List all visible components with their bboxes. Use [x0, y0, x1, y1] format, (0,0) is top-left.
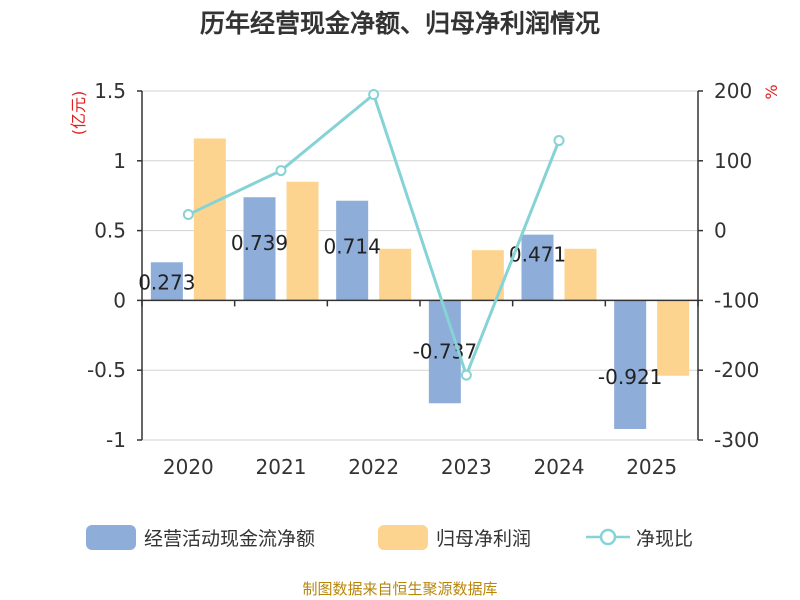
- x-tick-label: 2024: [534, 455, 585, 479]
- y-right-tick-label: -300: [714, 428, 759, 452]
- bar-data-label: -0.921: [598, 365, 662, 389]
- legend-item-cash-ratio[interactable]: 净现比: [586, 522, 693, 552]
- chart-legend: 经营活动现金流净额 归母净利润 净现比: [0, 522, 800, 552]
- y-right-unit: %: [762, 84, 781, 99]
- x-tick-label: 2025: [626, 455, 677, 479]
- line-point-cash-ratio: [460, 369, 472, 381]
- x-tick-label: 2020: [163, 455, 214, 479]
- bar-operating-cash-flow: [243, 197, 276, 301]
- line-point-cash-ratio: [553, 135, 565, 147]
- legend-swatch-net-profit: [378, 524, 428, 550]
- legend-item-net-profit[interactable]: 归母净利润: [378, 522, 531, 552]
- x-tick-label: 2021: [256, 455, 307, 479]
- legend-label-net-profit: 归母净利润: [436, 527, 532, 550]
- y-left-tick-label: 1: [113, 149, 126, 173]
- bar-operating-cash-flow: [150, 262, 183, 301]
- y-left-tick-label: 0.5: [94, 219, 126, 243]
- y-right-tick-label: -200: [714, 358, 759, 382]
- legend-line-marker-icon: [586, 528, 630, 546]
- bar-net-profit: [193, 138, 226, 301]
- bar-net-profit: [564, 248, 597, 301]
- line-point-cash-ratio: [275, 165, 287, 177]
- source-note: 制图数据来自恒生聚源数据库: [302, 580, 498, 598]
- bar-data-label: 0.714: [324, 235, 381, 259]
- legend-item-operating-cash-flow[interactable]: 经营活动现金流净额: [86, 522, 315, 552]
- x-tick-label: 2022: [348, 455, 399, 479]
- line-point-cash-ratio: [182, 209, 194, 221]
- y-right-tick-label: 100: [714, 149, 752, 173]
- legend-swatch-operating-cash-flow: [86, 524, 136, 550]
- bar-net-profit: [379, 248, 412, 301]
- line-point-cash-ratio: [368, 88, 380, 100]
- y-left-tick-label: 0: [113, 288, 126, 312]
- y-left-unit: (亿元): [69, 91, 88, 136]
- bar-net-profit: [286, 181, 319, 301]
- y-right-tick-label: -100: [714, 288, 759, 312]
- bar-data-label: 0.273: [138, 270, 195, 294]
- bar-net-profit: [657, 300, 690, 376]
- bar-data-label: 0.739: [231, 231, 288, 255]
- legend-label-operating-cash-flow: 经营活动现金流净额: [144, 527, 316, 550]
- y-left-tick-label: 1.5: [94, 79, 126, 103]
- y-left-tick-label: -0.5: [87, 358, 126, 382]
- x-tick-label: 2023: [441, 455, 492, 479]
- y-right-tick-label: 0: [714, 219, 727, 243]
- legend-label-cash-ratio: 净现比: [636, 527, 694, 550]
- y-right-tick-label: 200: [714, 79, 752, 103]
- bar-operating-cash-flow: [521, 234, 554, 301]
- chart-title: 历年经营现金净额、归母净利润情况: [199, 9, 600, 38]
- bar-operating-cash-flow: [336, 200, 369, 301]
- y-left-tick-label: -1: [106, 428, 126, 452]
- bar-data-label: -0.737: [413, 339, 477, 363]
- bar-operating-cash-flow: [428, 300, 461, 404]
- bar-operating-cash-flow: [614, 300, 647, 429]
